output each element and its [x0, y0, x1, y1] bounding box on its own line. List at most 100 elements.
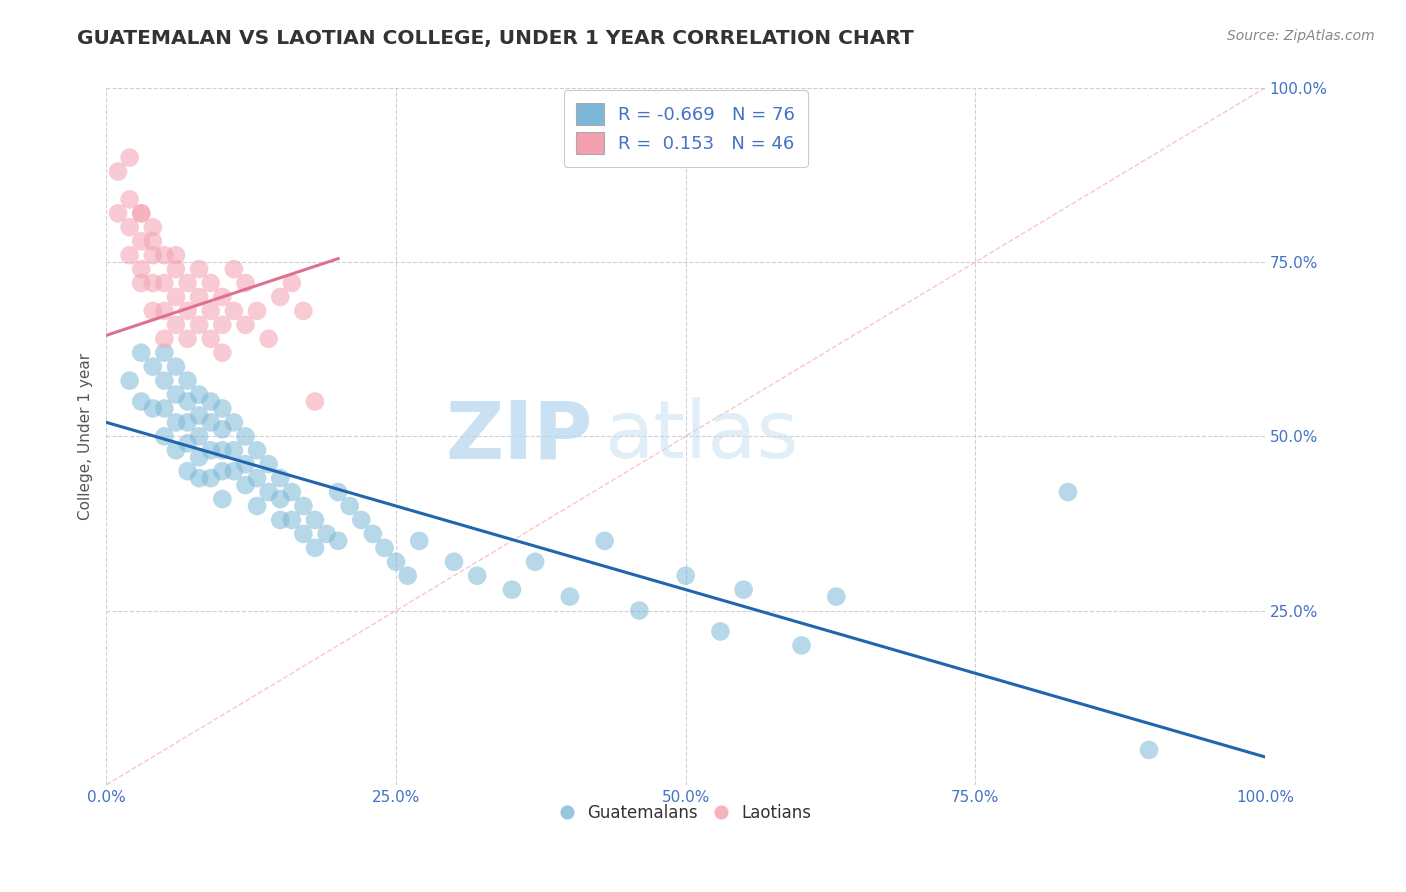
Legend: Guatemalans, Laotians: Guatemalans, Laotians [554, 797, 818, 829]
Point [222, 464, 245, 478]
Point [524, 555, 547, 569]
Point [165, 248, 187, 262]
Point [328, 485, 350, 500]
Point [281, 513, 304, 527]
Point [188, 450, 211, 465]
Point [188, 471, 211, 485]
Point [153, 345, 176, 359]
Text: atlas: atlas [605, 397, 799, 475]
Point [165, 359, 187, 374]
Point [385, 555, 408, 569]
Point [246, 499, 269, 513]
Point [211, 345, 233, 359]
Point [790, 639, 813, 653]
Point [257, 332, 280, 346]
Point [211, 464, 233, 478]
Point [339, 499, 361, 513]
Point [211, 422, 233, 436]
Point [304, 541, 326, 555]
Point [107, 206, 129, 220]
Point [188, 262, 211, 277]
Point [153, 248, 176, 262]
Point [315, 527, 337, 541]
Point [235, 429, 257, 443]
Point [165, 443, 187, 458]
Point [142, 248, 165, 262]
Point [176, 464, 198, 478]
Point [350, 513, 373, 527]
Point [443, 555, 465, 569]
Point [222, 443, 245, 458]
Text: ZIP: ZIP [446, 397, 593, 475]
Point [235, 457, 257, 471]
Point [200, 394, 222, 409]
Point [501, 582, 523, 597]
Point [142, 234, 165, 248]
Point [118, 374, 141, 388]
Point [188, 387, 211, 401]
Point [129, 394, 152, 409]
Point [188, 409, 211, 423]
Point [211, 290, 233, 304]
Point [269, 471, 291, 485]
Point [222, 304, 245, 318]
Point [153, 276, 176, 290]
Point [200, 471, 222, 485]
Point [200, 276, 222, 290]
Point [558, 590, 581, 604]
Point [1057, 485, 1080, 500]
Point [176, 276, 198, 290]
Point [129, 234, 152, 248]
Point [292, 499, 315, 513]
Point [129, 262, 152, 277]
Point [304, 394, 326, 409]
Point [292, 304, 315, 318]
Point [304, 513, 326, 527]
Point [408, 533, 430, 548]
Point [188, 290, 211, 304]
Point [129, 345, 152, 359]
Point [153, 429, 176, 443]
Point [153, 374, 176, 388]
Point [129, 206, 152, 220]
Point [153, 304, 176, 318]
Point [733, 582, 755, 597]
Point [142, 401, 165, 416]
Point [281, 276, 304, 290]
Point [165, 290, 187, 304]
Point [222, 416, 245, 430]
Point [269, 491, 291, 506]
Point [281, 485, 304, 500]
Text: Source: ZipAtlas.com: Source: ZipAtlas.com [1227, 29, 1375, 43]
Y-axis label: College, Under 1 year: College, Under 1 year [79, 352, 93, 520]
Point [165, 387, 187, 401]
Point [118, 151, 141, 165]
Point [142, 220, 165, 235]
Point [176, 374, 198, 388]
Point [153, 401, 176, 416]
Text: GUATEMALAN VS LAOTIAN COLLEGE, UNDER 1 YEAR CORRELATION CHART: GUATEMALAN VS LAOTIAN COLLEGE, UNDER 1 Y… [77, 29, 914, 47]
Point [176, 416, 198, 430]
Point [246, 471, 269, 485]
Point [465, 568, 488, 582]
Point [269, 290, 291, 304]
Point [165, 318, 187, 332]
Point [328, 533, 350, 548]
Point [200, 443, 222, 458]
Point [628, 603, 651, 617]
Point [675, 568, 697, 582]
Point [142, 276, 165, 290]
Point [361, 527, 384, 541]
Point [118, 248, 141, 262]
Point [246, 443, 269, 458]
Point [825, 590, 848, 604]
Point [235, 318, 257, 332]
Point [118, 193, 141, 207]
Point [200, 416, 222, 430]
Point [211, 318, 233, 332]
Point [211, 491, 233, 506]
Point [373, 541, 395, 555]
Point [107, 164, 129, 178]
Point [118, 220, 141, 235]
Point [396, 568, 419, 582]
